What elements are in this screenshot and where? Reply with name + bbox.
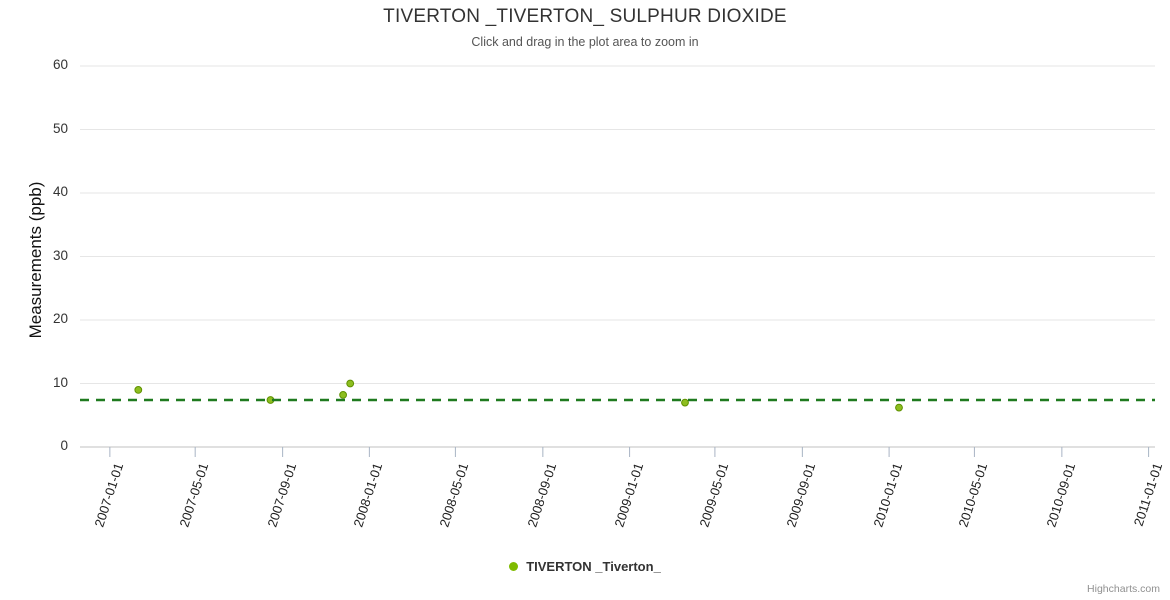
- data-point[interactable]: [346, 379, 355, 388]
- x-axis-ticks: [109, 447, 1150, 457]
- legend-item-label: TIVERTON _Tiverton_: [526, 559, 661, 574]
- chart-subtitle: Click and drag in the plot area to zoom …: [471, 35, 699, 49]
- legend: TIVERTON _Tiverton_: [0, 559, 1170, 574]
- credits-link[interactable]: Highcharts.com: [1087, 583, 1160, 595]
- data-point[interactable]: [134, 386, 143, 394]
- y-axis-tick-label: 60: [52, 57, 68, 72]
- y-axis-tick-label: 0: [60, 438, 68, 453]
- y-axis-tick-label: 20: [52, 311, 68, 326]
- data-point[interactable]: [681, 398, 689, 407]
- y-axis-tick-label: 40: [52, 184, 68, 199]
- chart-title: TIVERTON _TIVERTON_ SULPHUR DIOXIDE: [383, 6, 787, 27]
- circle-marker-icon: [509, 562, 519, 571]
- data-point[interactable]: [339, 391, 348, 399]
- data-point[interactable]: [895, 403, 903, 412]
- legend-item-tiverton[interactable]: TIVERTON _Tiverton_: [509, 559, 661, 574]
- gridlines: [80, 65, 1155, 448]
- y-axis-tick-label: 50: [52, 120, 68, 136]
- y-axis-tick-label: 10: [52, 374, 68, 390]
- y-axis-tick-label: 30: [52, 247, 68, 263]
- data-points[interactable]: [134, 379, 903, 412]
